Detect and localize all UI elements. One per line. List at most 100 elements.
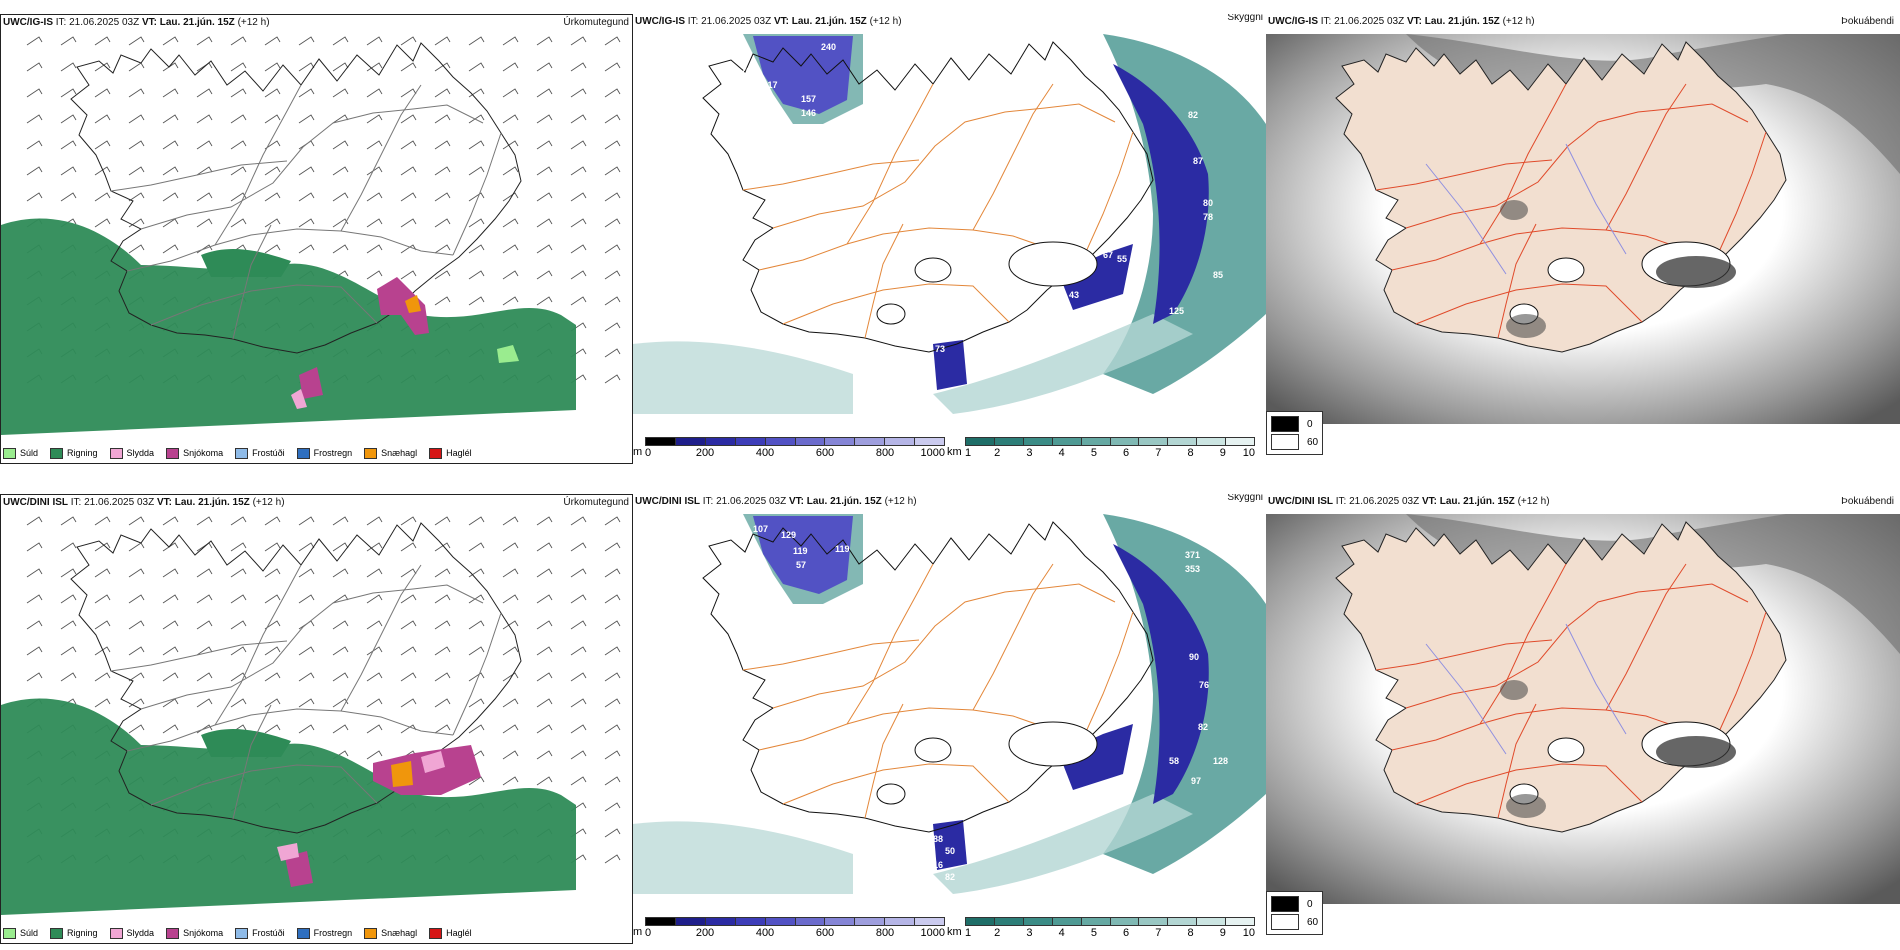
cloud-base-colorbar-row2: 0 200 400 600 800 1000 m bbox=[633, 917, 945, 940]
visibility-tick: 3 bbox=[1026, 927, 1033, 939]
legend-label: Snæhagl bbox=[381, 928, 418, 938]
cloud-base-value-label: 76 bbox=[741, 66, 752, 76]
cloud-base-value-label: 146 bbox=[801, 108, 817, 118]
field-name-vis-row2: Skyggni bbox=[1227, 494, 1263, 503]
precip-legend-item: Rigning bbox=[50, 927, 98, 939]
cloud-base-value-label: 78 bbox=[1203, 212, 1214, 222]
cloud-base-value-label: 117 bbox=[763, 80, 778, 90]
fog-scale-row2: 0 60 bbox=[1266, 891, 1324, 935]
cloud-base-value-label: 82 bbox=[1198, 722, 1209, 732]
cloud-base-value-label: 75 bbox=[1079, 740, 1090, 750]
legend-swatch bbox=[3, 447, 16, 459]
precip-legend-item: Frostúði bbox=[235, 927, 285, 939]
cloud-base-value-label: 119 bbox=[793, 546, 808, 556]
cloud-base-value-label: 85 bbox=[1213, 270, 1224, 280]
fog-map-row2 bbox=[1266, 514, 1900, 904]
legend-label: Slydda bbox=[126, 928, 155, 938]
visibility-tick: 6 bbox=[1123, 447, 1130, 459]
visibility-tick: 5 bbox=[1090, 447, 1097, 459]
cloud-base-tick: 800 bbox=[875, 927, 895, 939]
legend-label: Snjókoma bbox=[183, 448, 224, 458]
cloud-base-tick: 400 bbox=[755, 447, 775, 459]
legend-swatch bbox=[166, 927, 180, 939]
cloud-base-value-label: 73 bbox=[935, 344, 946, 354]
cloud-base-value-label: 93 bbox=[911, 360, 922, 370]
precip-legend-row2: Súld Rigning Slydda Snjókoma Frostúði Frostre… bbox=[3, 925, 472, 941]
precip-type-map-row2 bbox=[1, 516, 621, 915]
legend-label: Frostregn bbox=[313, 928, 353, 938]
visibility-tick: 6 bbox=[1123, 927, 1130, 939]
cloud-base-value-label: 157 bbox=[801, 94, 817, 104]
precip-type-panel-row2: UWC/DINI ISL IT: 21.06.2025 03Z VT: Lau.… bbox=[0, 494, 633, 944]
cloud-base-tick: 0 bbox=[645, 927, 652, 939]
cloud-base-value-label: 55 bbox=[1117, 254, 1128, 264]
visibility-tick: 4 bbox=[1058, 927, 1065, 939]
fog-scale-row1: 0 60 bbox=[1266, 411, 1324, 455]
cloud-base-value-label: 240 bbox=[821, 42, 837, 52]
visibility-colorbar-row1: 1 2 3 4 5 6 7 8 9 10 km bbox=[947, 437, 1255, 460]
cloud-base-value-label: 87 bbox=[1193, 156, 1204, 166]
field-name-precip-row2: Úrkomutegund bbox=[563, 497, 629, 508]
precip-legend-item: Súld bbox=[3, 927, 39, 939]
precip-type-map-row1 bbox=[1, 36, 621, 435]
legend-swatch bbox=[296, 927, 310, 939]
cloud-base-value-label: 128 bbox=[1213, 756, 1229, 766]
cloud-base-value-label: 129 bbox=[781, 530, 797, 540]
legend-swatch bbox=[429, 447, 443, 459]
legend-label: Súld bbox=[20, 928, 39, 938]
field-name-fog-row1: Þokuábendi bbox=[1841, 16, 1894, 27]
visibility-tick: 3 bbox=[1026, 447, 1033, 459]
legend-label: Snæhagl bbox=[381, 448, 418, 458]
cloud-base-value-label: 125 bbox=[1169, 306, 1185, 316]
cloud-base-value-label: 50 bbox=[945, 846, 956, 856]
cloud-base-value-label: 353 bbox=[1185, 564, 1201, 574]
visibility-map-row2 bbox=[633, 514, 1266, 894]
title-row1-vis: UWC/IG-IS IT: 21.06.2025 03Z VT: Lau. 21… bbox=[635, 16, 902, 27]
visibility-map-row1 bbox=[633, 34, 1266, 414]
cloud-base-tick: 1000 bbox=[920, 927, 945, 939]
visibility-tick: 9 bbox=[1219, 447, 1226, 459]
visibility-tick: 10 bbox=[1242, 927, 1255, 939]
cloud-base-value-label: 95 bbox=[965, 832, 976, 842]
cloud-base-value-label: 107 bbox=[753, 524, 769, 534]
precip-legend-item: Snæhagl bbox=[364, 447, 418, 459]
visibility-unit: km bbox=[947, 926, 962, 938]
visibility-tick: 7 bbox=[1155, 927, 1162, 939]
precip-legend-item: Frostregn bbox=[296, 447, 353, 459]
legend-label: Slydda bbox=[126, 448, 155, 458]
legend-label: Frostregn bbox=[313, 448, 353, 458]
legend-swatch bbox=[50, 447, 64, 459]
visibility-tick: 9 bbox=[1219, 927, 1226, 939]
legend-swatch bbox=[235, 927, 249, 939]
field-name-vis-row1: Skyggni bbox=[1227, 14, 1263, 23]
cloud-base-tick: 200 bbox=[695, 927, 715, 939]
legend-swatch bbox=[109, 927, 123, 939]
cloud-base-value-label: 57 bbox=[796, 560, 807, 570]
title-row1-fog: UWC/IG-IS IT: 21.06.2025 03Z VT: Lau. 21… bbox=[1268, 16, 1535, 27]
cloud-base-colorbar-row1: 0 200 400 600 800 1000 m bbox=[633, 437, 945, 460]
legend-swatch bbox=[166, 447, 180, 459]
legend-swatch bbox=[296, 447, 310, 459]
visibility-panel-row2: UWC/DINI ISL IT: 21.06.2025 03Z VT: Lau.… bbox=[633, 494, 1266, 944]
fog-panel-row2: UWC/DINI ISL IT: 21.06.2025 03Z VT: Lau.… bbox=[1266, 494, 1900, 944]
title-row2-fog: UWC/DINI ISL IT: 21.06.2025 03Z VT: Lau.… bbox=[1268, 496, 1550, 507]
cloud-base-value-label: 88 bbox=[933, 834, 944, 844]
cloud-base-value-label: 76 bbox=[1199, 680, 1210, 690]
legend-label: Rigning bbox=[67, 928, 98, 938]
visibility-tick: 8 bbox=[1187, 447, 1194, 459]
legend-label: Haglél bbox=[446, 928, 472, 938]
cloud-base-tick: 200 bbox=[695, 447, 715, 459]
cloud-base-value-label: 56 bbox=[1055, 312, 1066, 322]
cloud-base-tick: 600 bbox=[815, 927, 835, 939]
cloud-base-tick: 600 bbox=[815, 447, 835, 459]
title-row2-precip: UWC/DINI ISL IT: 21.06.2025 03Z VT: Lau.… bbox=[3, 497, 285, 508]
legend-label: Snjókoma bbox=[183, 928, 224, 938]
precip-type-panel-row1: UWC/IG-IS IT: 21.06.2025 03Z VT: Lau. 21… bbox=[0, 14, 633, 464]
visibility-tick: 1 bbox=[965, 447, 972, 459]
visibility-tick: 7 bbox=[1155, 447, 1162, 459]
cloud-base-value-label: 90 bbox=[1189, 652, 1200, 662]
cloud-base-tick: 0 bbox=[645, 447, 652, 459]
fog-panel-row1: UWC/IG-IS IT: 21.06.2025 03Z VT: Lau. 21… bbox=[1266, 14, 1900, 464]
cloud-base-value-label: 58 bbox=[1169, 756, 1180, 766]
title-row1-precip: UWC/IG-IS IT: 21.06.2025 03Z VT: Lau. 21… bbox=[3, 17, 270, 28]
